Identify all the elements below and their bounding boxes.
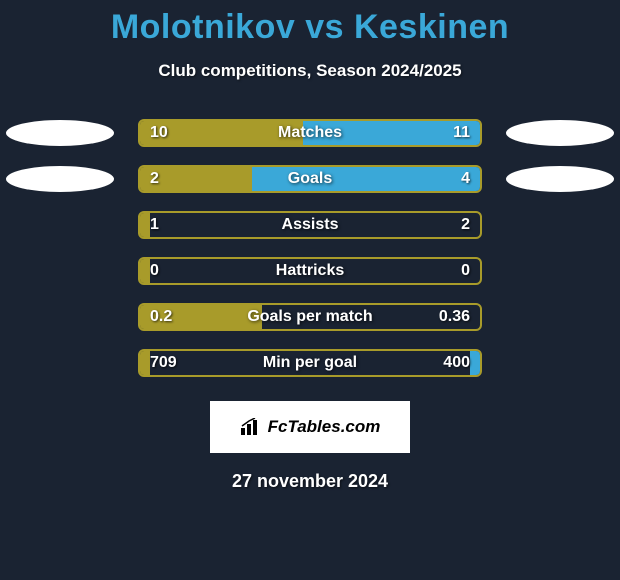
stat-value-left: 2 (150, 170, 159, 188)
stat-label: Min per goal (263, 354, 357, 372)
player-right-avatar (506, 120, 614, 146)
stat-value-left: 10 (150, 124, 168, 142)
bar-fill-right (470, 351, 480, 375)
bar-fill-left (140, 351, 150, 375)
stat-row: 10 11 Matches (0, 119, 620, 147)
stat-bar: 10 11 Matches (138, 119, 482, 147)
stat-row: 2 4 Goals (0, 165, 620, 193)
stat-bar: 0.2 0.36 Goals per match (138, 303, 482, 331)
chart-icon (240, 418, 262, 436)
player-right-avatar (506, 166, 614, 192)
bar-fill-left (140, 213, 150, 237)
stat-bar: 0 0 Hattricks (138, 257, 482, 285)
stat-value-right: 2 (461, 216, 470, 234)
stat-label: Goals (288, 170, 332, 188)
stat-value-right: 11 (453, 124, 470, 142)
player-left-avatar (6, 120, 114, 146)
stat-row: 0 0 Hattricks (0, 257, 620, 285)
stat-row: 0.2 0.36 Goals per match (0, 303, 620, 331)
subtitle: Club competitions, Season 2024/2025 (0, 61, 620, 81)
footer-brand: FcTables.com (268, 417, 381, 437)
comparison-card: Molotnikov vs Keskinen Club competitions… (0, 0, 620, 492)
stat-value-left: 0.2 (150, 308, 172, 326)
bar-fill-right (252, 167, 480, 191)
stat-value-right: 0.36 (439, 308, 470, 326)
stat-row: 1 2 Assists (0, 211, 620, 239)
stat-value-left: 709 (150, 354, 177, 372)
footer-badge: FcTables.com (210, 401, 410, 453)
stat-label: Matches (278, 124, 342, 142)
stat-label: Assists (282, 216, 339, 234)
stat-bar: 1 2 Assists (138, 211, 482, 239)
date-label: 27 november 2024 (0, 471, 620, 492)
page-title: Molotnikov vs Keskinen (0, 8, 620, 47)
bar-fill-left (140, 259, 150, 283)
stat-label: Hattricks (276, 262, 344, 280)
player-left-avatar (6, 166, 114, 192)
stat-value-left: 0 (150, 262, 159, 280)
stat-rows: 10 11 Matches 2 4 Goals 1 2 Assists 0 0 Hattricks 0.… (0, 119, 620, 377)
stat-value-right: 4 (461, 170, 470, 188)
stat-row: 709 400 Min per goal (0, 349, 620, 377)
stat-label: Goals per match (247, 308, 372, 326)
stat-value-right: 0 (461, 262, 470, 280)
stat-bar: 2 4 Goals (138, 165, 482, 193)
stat-value-left: 1 (150, 216, 159, 234)
stat-value-right: 400 (443, 354, 470, 372)
stat-bar: 709 400 Min per goal (138, 349, 482, 377)
